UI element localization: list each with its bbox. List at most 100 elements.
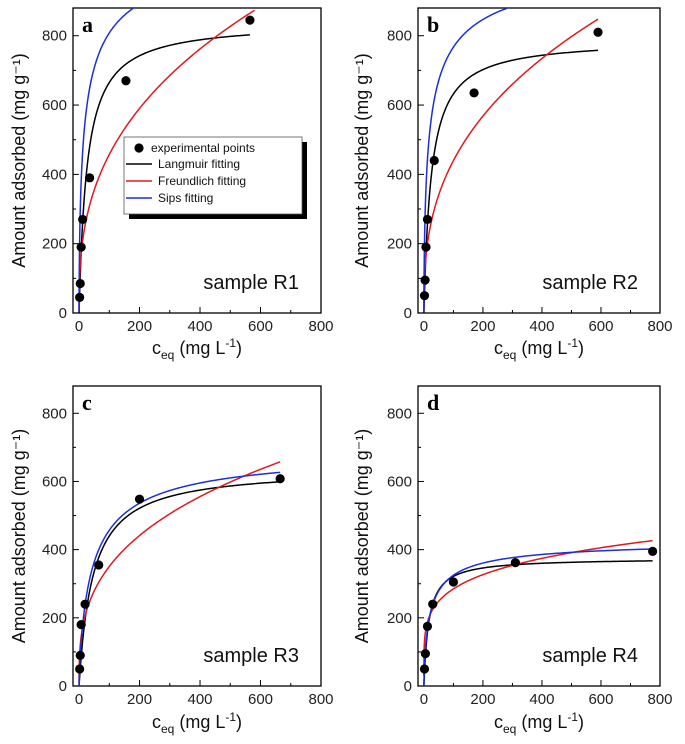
data-point: [78, 214, 88, 225]
data-point: [422, 214, 433, 225]
sample-label: sample R4: [542, 645, 638, 667]
y-tick-label: 200: [387, 236, 412, 253]
y-tick-label: 400: [387, 542, 412, 559]
x-axis-title-superscript: -1: [225, 710, 236, 724]
data-point: [275, 474, 285, 484]
y-tick-label: 400: [42, 542, 67, 559]
x-tick-label: 600: [588, 318, 613, 335]
sample-label: sample R3: [203, 645, 299, 667]
legend-entry: Freundlich fitting: [158, 174, 246, 188]
x-axis-title-subscript: eq: [503, 348, 516, 362]
plot-frame: [72, 385, 322, 687]
x-tick-label: 600: [588, 691, 613, 708]
x-axis-title-main: c: [152, 338, 161, 358]
y-tick-label: 800: [387, 28, 412, 45]
x-axis-title: ceq (mg L-1): [494, 710, 584, 736]
panel-letter: d: [427, 390, 439, 415]
data-point: [85, 173, 95, 183]
plot-frame: [417, 385, 661, 687]
x-axis-title-unit: (mg L: [516, 712, 567, 732]
data-point: [75, 292, 85, 303]
x-axis-title: ceq (mg L-1): [152, 336, 242, 362]
y-tick-label: 0: [59, 678, 67, 695]
data-point: [448, 577, 459, 587]
x-tick-label: 0: [75, 318, 83, 335]
y-tick-label: 600: [387, 97, 412, 114]
x-axis-title-superscript: -1: [567, 336, 578, 350]
data-point: [75, 650, 85, 660]
x-tick-label: 200: [470, 691, 495, 708]
data-point: [428, 599, 438, 609]
x-axis-title-subscript: eq: [503, 722, 516, 736]
x-tick-label: 800: [308, 691, 333, 708]
y-tick-label: 400: [387, 166, 412, 183]
data-point: [429, 155, 439, 166]
data-point: [422, 621, 433, 631]
fit-curve-freundlich: [78, 461, 281, 684]
data-point: [80, 599, 90, 609]
x-tick-label: 0: [420, 691, 428, 708]
x-axis-title-unit-close: ): [236, 338, 242, 358]
x-axis-title-unit: (mg L: [174, 338, 225, 358]
x-axis-title-main: c: [152, 712, 161, 732]
x-tick-label: 400: [529, 318, 554, 335]
x-tick-label: 400: [188, 318, 213, 335]
y-tick-label: 600: [42, 97, 67, 114]
legend-entry: experimental points: [151, 141, 255, 155]
y-tick-label: 0: [404, 678, 412, 695]
legend-entry: Langmuir fitting: [158, 157, 240, 171]
plot-frame: [72, 7, 322, 314]
data-point: [419, 291, 430, 301]
x-tick-label: 400: [188, 691, 213, 708]
y-axis-title: Amount adsorbed (mg g⁻¹): [352, 53, 372, 268]
fit-curve-freundlich: [423, 18, 599, 311]
data-point: [75, 278, 85, 289]
x-tick-label: 0: [420, 318, 428, 335]
plot-frame: [417, 7, 661, 314]
x-tick-label: 800: [308, 318, 333, 335]
y-tick-label: 400: [42, 166, 67, 183]
data-point: [420, 275, 430, 285]
sample-label: sample R2: [542, 272, 638, 294]
sample-label: sample R1: [203, 272, 299, 294]
x-axis-title-unit: (mg L: [174, 712, 225, 732]
x-tick-label: 200: [127, 691, 152, 708]
y-tick-label: 200: [42, 236, 67, 253]
x-axis-title-superscript: -1: [567, 710, 578, 724]
fit-curve-sips: [78, 8, 135, 313]
data-point: [76, 242, 86, 252]
x-axis-title-unit: (mg L: [516, 338, 567, 358]
x-tick-label: 600: [248, 318, 273, 335]
x-axis-title-subscript: eq: [161, 348, 174, 362]
y-axis-title: Amount adsorbed (mg g⁻¹): [9, 429, 29, 644]
data-point: [421, 242, 431, 252]
legend-entry: Sips fitting: [158, 191, 213, 205]
y-tick-label: 800: [42, 28, 67, 45]
fit-curve-sips: [423, 8, 510, 313]
y-tick-label: 0: [404, 305, 412, 322]
y-tick-label: 600: [42, 473, 67, 490]
y-axis-title: Amount adsorbed (mg g⁻¹): [352, 429, 372, 644]
data-point: [134, 494, 145, 504]
y-tick-label: 0: [59, 305, 67, 322]
panel-d: 0 200 400 600 800 0 200 400 600 800 Amount adsorbe…: [352, 385, 673, 736]
fit-curve-sips: [423, 548, 653, 686]
legend: experimental points Langmuir fitting Freun…: [123, 136, 307, 219]
x-tick-label: 0: [75, 691, 83, 708]
fit-curve-freundlich: [78, 9, 255, 311]
x-axis-title-main: c: [494, 712, 503, 732]
panel-c: 0 200 400 600 800 0 200 400 600 800 Amount adsorbe…: [9, 385, 334, 736]
fit-curve-langmuir: [423, 49, 599, 313]
panel-b: 0 200 400 600 800 0 200 400 600 800 Amount adsorbe…: [352, 7, 673, 362]
x-tick-label: 600: [248, 691, 273, 708]
panel-letter: a: [82, 12, 93, 37]
data-point: [245, 15, 255, 25]
x-axis-title-superscript: -1: [225, 336, 236, 350]
legend-box: [123, 136, 303, 215]
x-tick-label: 800: [647, 691, 672, 708]
fit-curves: [423, 539, 653, 686]
x-axis-title-subscript: eq: [161, 722, 174, 736]
fit-curve-langmuir: [78, 34, 250, 313]
data-point: [469, 88, 479, 98]
